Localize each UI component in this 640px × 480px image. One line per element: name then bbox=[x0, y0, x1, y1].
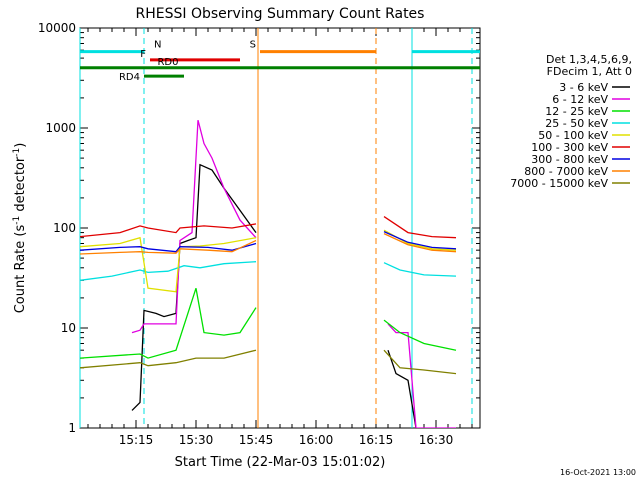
x-axis-label: Start Time (22-Mar-03 15:01:02) bbox=[175, 455, 386, 470]
series-line bbox=[383, 349, 457, 375]
y-tick-label: 1000 bbox=[45, 121, 76, 135]
y-tick-label: 10000 bbox=[38, 21, 76, 35]
state-bar-label: RD4 bbox=[119, 72, 140, 83]
y-axis-label-part: Count Rate (s bbox=[13, 225, 28, 314]
state-bars: NF S RD0 RD4 bbox=[80, 40, 480, 83]
y-tick-label: 1 bbox=[68, 421, 76, 435]
axis-ticks: 1 10 100 1000 10000 15:15 15:30 15:45 16:00 16:15… bbox=[38, 21, 480, 447]
y-axis-label-part: detector bbox=[13, 156, 28, 216]
y-axis-label: Count Rate (s-1 detector-1) bbox=[12, 143, 28, 314]
legend-entry-label: 300 - 800 keV bbox=[531, 153, 608, 166]
x-tick-label: 15:15 bbox=[119, 433, 154, 447]
legend-entry-label: 7000 - 15000 keV bbox=[510, 177, 608, 190]
legend-entry-label: 3 - 6 keV bbox=[559, 81, 608, 94]
state-bar-label: N bbox=[154, 40, 161, 51]
series-line bbox=[383, 319, 457, 351]
series-line bbox=[131, 119, 257, 334]
y-axis-label-part: ) bbox=[13, 143, 28, 148]
legend-entry-label: 100 - 300 keV bbox=[531, 141, 608, 154]
x-tick-label: 16:00 bbox=[299, 433, 334, 447]
legend-entry-label: 800 - 7000 keV bbox=[524, 165, 608, 178]
legend-header: Det 1,3,4,5,6,9, bbox=[546, 53, 632, 66]
legend-entry-label: 6 - 12 keV bbox=[552, 93, 608, 106]
series-line bbox=[80, 236, 257, 293]
legend-entry-label: 50 - 100 keV bbox=[538, 129, 608, 142]
y-tick-label: 100 bbox=[53, 221, 76, 235]
plot-frame bbox=[79, 27, 481, 429]
series-line bbox=[80, 223, 257, 238]
series-lines bbox=[80, 119, 457, 428]
legend-header: FDecim 1, Att 0 bbox=[547, 65, 632, 78]
series-line bbox=[80, 349, 257, 369]
state-bar-label: RD0 bbox=[157, 57, 178, 68]
y-tick-label: 10 bbox=[61, 321, 76, 335]
y-axis-label-sup: -1 bbox=[12, 216, 22, 225]
state-bar-label: F bbox=[140, 49, 146, 60]
series-line bbox=[383, 231, 457, 250]
legend: Det 1,3,4,5,6,9,FDecim 1, Att 0 3 - 6 keV… bbox=[510, 53, 632, 190]
x-tick-label: 15:45 bbox=[239, 433, 274, 447]
series-line bbox=[387, 349, 417, 428]
series-line bbox=[383, 233, 457, 253]
chart-title: RHESSI Observing Summary Count Rates bbox=[136, 6, 425, 22]
legend-entry-label: 25 - 50 keV bbox=[545, 117, 608, 130]
series-line bbox=[80, 288, 257, 359]
x-tick-label: 16:15 bbox=[359, 433, 394, 447]
y-axis-label-sup: -1 bbox=[12, 148, 22, 157]
series-line bbox=[80, 242, 257, 253]
timestamp: 16-Oct-2021 13:00 bbox=[560, 468, 636, 477]
series-line bbox=[387, 323, 456, 428]
x-tick-label: 16:30 bbox=[419, 433, 454, 447]
series-line bbox=[383, 262, 457, 277]
series-line bbox=[80, 261, 257, 281]
legend-entry-label: 12 - 25 keV bbox=[545, 105, 608, 118]
state-bar-label: S bbox=[250, 40, 256, 51]
x-tick-label: 15:30 bbox=[179, 433, 214, 447]
series-line bbox=[80, 239, 257, 255]
series-line bbox=[383, 216, 457, 239]
boundary-lines bbox=[79, 28, 473, 428]
series-line bbox=[131, 163, 257, 411]
